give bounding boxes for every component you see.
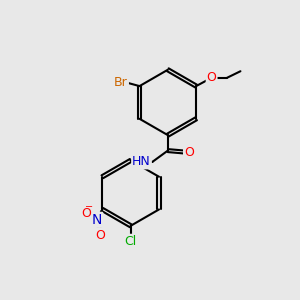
Text: O: O bbox=[81, 207, 91, 220]
Text: O: O bbox=[96, 229, 106, 242]
Text: O: O bbox=[207, 71, 217, 84]
Text: HN: HN bbox=[132, 155, 151, 168]
Text: −: − bbox=[85, 202, 93, 212]
Text: N: N bbox=[92, 213, 102, 227]
Text: Cl: Cl bbox=[124, 235, 137, 248]
Text: O: O bbox=[184, 146, 194, 159]
Text: Br: Br bbox=[114, 76, 128, 89]
